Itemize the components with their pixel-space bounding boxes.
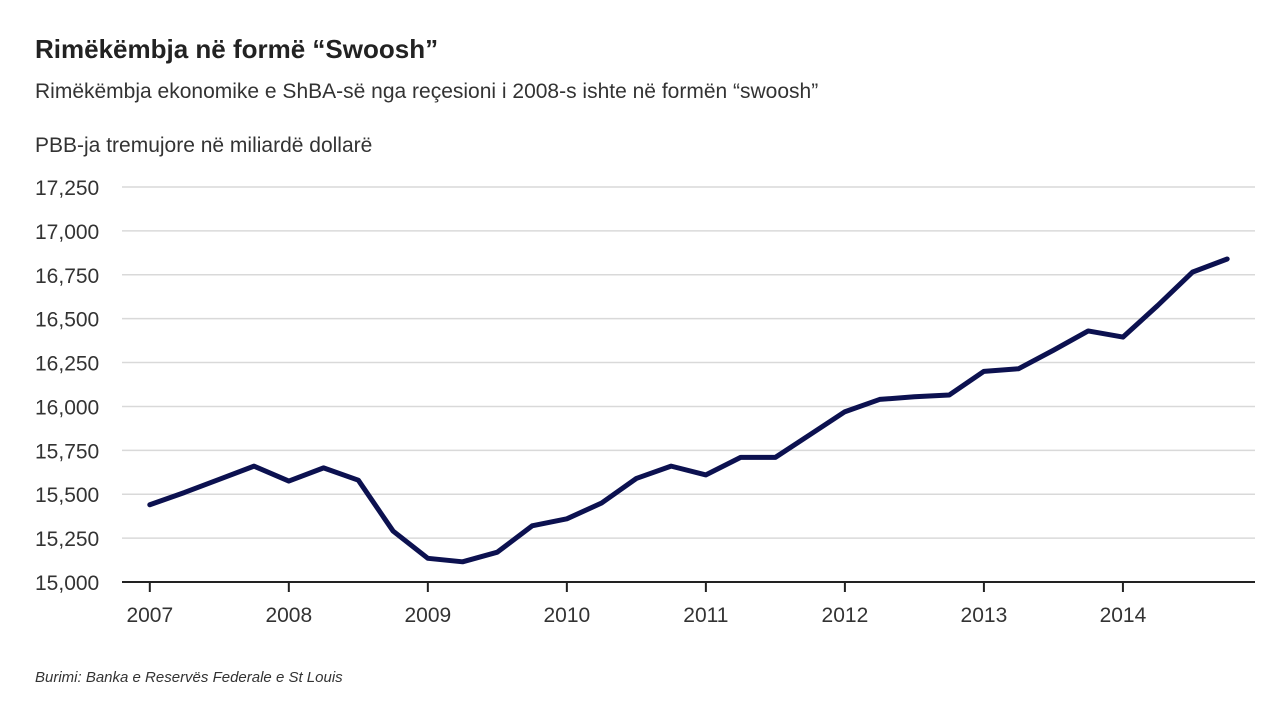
y-axis-label: PBB-ja tremujore në miliardë dollarë — [35, 134, 372, 157]
y-tick-label: 17,250 — [35, 177, 99, 200]
y-tick-label: 15,750 — [35, 440, 99, 463]
chart-title: Rimëkëmbja në formë “Swoosh” — [35, 34, 438, 64]
x-tick-label: 2008 — [265, 604, 312, 627]
chart-subtitle: Rimëkëmbja ekonomike e ShBA-së nga reçes… — [35, 80, 818, 103]
y-tick-label: 17,000 — [35, 221, 99, 244]
x-tick-label: 2013 — [961, 604, 1008, 627]
source: Burimi: Banka e Reservës Federale e St L… — [35, 669, 343, 686]
y-tick-label: 15,000 — [35, 572, 99, 595]
line — [147, 256, 1230, 565]
y-tick-label: 16,000 — [35, 396, 99, 419]
x-tick-label: 2014 — [1100, 604, 1147, 627]
y-tick-label: 16,750 — [35, 265, 99, 288]
y-tick-label: 16,250 — [35, 353, 99, 376]
y-tick-label: 15,500 — [35, 484, 99, 507]
x-tick-label: 2012 — [822, 604, 869, 627]
y-tick-label: 16,500 — [35, 309, 99, 332]
x-tick-label: 2011 — [683, 604, 728, 627]
y-tick-label: 15,250 — [35, 528, 99, 551]
x-tick-label: 2009 — [404, 604, 451, 627]
x-tick-label: 2010 — [543, 604, 590, 627]
x-tick-label: 2007 — [126, 604, 173, 627]
